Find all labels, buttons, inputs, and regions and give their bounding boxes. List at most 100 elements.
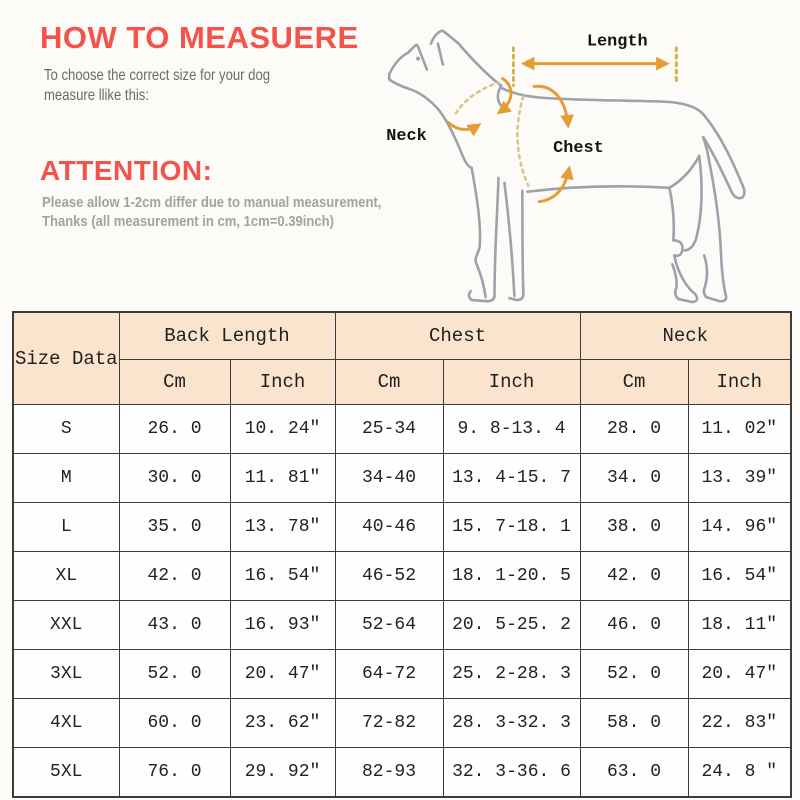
table-row: 3XL 52. 0 20. 47″ 64-72 25. 2-28. 3 52. 0 20. … bbox=[12, 649, 792, 699]
table-cell: 28. 0 bbox=[579, 404, 689, 454]
table-cell: 30. 0 bbox=[118, 453, 231, 503]
unit-header-chest-cm: Cm bbox=[334, 359, 444, 405]
attention-note-line1: Please allow 1-2cm differ due to manual … bbox=[42, 194, 382, 212]
table-cell: 58. 0 bbox=[579, 698, 689, 748]
subtitle-line2: measure llike this: bbox=[44, 86, 149, 104]
table-cell: 52. 0 bbox=[579, 649, 689, 699]
measurement-marks bbox=[446, 46, 678, 204]
table-cell: 46-52 bbox=[334, 551, 444, 601]
size-table-body: S 26. 0 10. 24″ 25-34 9. 8-13. 4 28. 0 11. 02″… bbox=[12, 404, 792, 798]
table-row: M 30. 0 11. 81″ 34-40 13. 4-15. 7 34. 0 13. 39… bbox=[12, 453, 792, 503]
table-header: Size Data Back Length Chest Neck Cm Inch… bbox=[12, 311, 792, 405]
table-cell: 16. 54″ bbox=[687, 551, 792, 601]
subtitle: To choose the correct size for your dog m… bbox=[44, 66, 336, 105]
corner-label: Size Data bbox=[14, 347, 118, 370]
diagram-labels: Length Neck Chest bbox=[386, 33, 647, 158]
table-group-header-row: Size Data Back Length Chest Neck bbox=[12, 311, 792, 405]
table-cell: 22. 83″ bbox=[687, 698, 792, 748]
col-group-neck: Neck bbox=[579, 311, 792, 360]
table-cell: 16. 54″ bbox=[229, 551, 336, 601]
table-cell: 20. 5-25. 2 bbox=[442, 600, 581, 650]
attention-note: Please allow 1-2cm differ due to manual … bbox=[42, 194, 381, 232]
table-cell: 10. 24″ bbox=[229, 404, 336, 454]
table-cell: 35. 0 bbox=[118, 502, 231, 552]
table-cell: 25-34 bbox=[334, 404, 444, 454]
table-cell: 13. 4-15. 7 bbox=[442, 453, 581, 503]
unit-header-back-length-inch: Inch bbox=[229, 359, 336, 405]
neck-dash-line bbox=[454, 81, 500, 115]
chest-label: Chest bbox=[553, 139, 604, 158]
table-cell: 34. 0 bbox=[579, 453, 689, 503]
page-title: HOW TO MEASUERE bbox=[40, 20, 359, 55]
size-label: S bbox=[12, 404, 120, 454]
size-label: XL bbox=[12, 551, 120, 601]
chest-arrow-bottom bbox=[537, 165, 574, 204]
neck-label: Neck bbox=[386, 127, 427, 146]
table-cell: 32. 3-36. 6 bbox=[442, 747, 581, 798]
table-cell: 63. 0 bbox=[579, 747, 689, 798]
table-cell: 18. 1-20. 5 bbox=[442, 551, 581, 601]
col-group-back-length: Back Length bbox=[118, 311, 336, 360]
table-cell: 11. 81″ bbox=[229, 453, 336, 503]
table-cell: 42. 0 bbox=[579, 551, 689, 601]
table-cell: 11. 02″ bbox=[687, 404, 792, 454]
table-cell: 43. 0 bbox=[118, 600, 231, 650]
table-cell: 14. 96″ bbox=[687, 502, 792, 552]
subtitle-line1: To choose the correct size for your dog bbox=[44, 67, 271, 84]
table-cell: 72-82 bbox=[334, 698, 444, 748]
table-cell: 52. 0 bbox=[118, 649, 231, 699]
table-cell: 20. 47″ bbox=[229, 649, 336, 699]
size-label: M bbox=[12, 453, 120, 503]
table-row: XL 42. 0 16. 54″ 46-52 18. 1-20. 5 42. 0 16. 5… bbox=[12, 551, 792, 601]
withers-arrow bbox=[496, 77, 513, 115]
table-row: S 26. 0 10. 24″ 25-34 9. 8-13. 4 28. 0 11. 02″ bbox=[12, 404, 792, 454]
attention-note-line2: Thanks (all measurement in cm, 1cm=0.39i… bbox=[42, 212, 334, 230]
table-cell: 15. 7-18. 1 bbox=[442, 502, 581, 552]
table-cell: 60. 0 bbox=[118, 698, 231, 748]
table-cell: 13. 39″ bbox=[687, 453, 792, 503]
unit-header-neck-cm: Cm bbox=[579, 359, 689, 405]
chest-dash-line bbox=[516, 95, 530, 188]
size-label: 5XL bbox=[12, 747, 120, 798]
length-label: Length bbox=[587, 33, 648, 52]
table-cell: 40-46 bbox=[334, 502, 444, 552]
table-row: L 35. 0 13. 78″ 40-46 15. 7-18. 1 38. 0 14. 96… bbox=[12, 502, 792, 552]
table-row: 4XL 60. 0 23. 62″ 72-82 28. 3-32. 3 58. 0 22. … bbox=[12, 698, 792, 748]
table-row: 5XL 76. 0 29. 92″ 82-93 32. 3-36. 6 63. 0 24. … bbox=[12, 747, 792, 798]
table-cell: 46. 0 bbox=[579, 600, 689, 650]
table-cell: 20. 47″ bbox=[687, 649, 792, 699]
table-cell: 34-40 bbox=[334, 453, 444, 503]
table-cell: 29. 92″ bbox=[229, 747, 336, 798]
intro-block: HOW TO MEASUERE To choose the correct si… bbox=[40, 20, 400, 232]
neck-arrow bbox=[446, 120, 482, 137]
size-label: 3XL bbox=[12, 649, 120, 699]
dog-measurement-diagram: Length Neck Chest bbox=[386, 29, 746, 304]
table-cell: 23. 62″ bbox=[229, 698, 336, 748]
table-cell: 13. 78″ bbox=[229, 502, 336, 552]
table-cell: 25. 2-28. 3 bbox=[442, 649, 581, 699]
table-cell: 76. 0 bbox=[118, 747, 231, 798]
unit-header-back-length-cm: Cm bbox=[118, 359, 231, 405]
dog-outline bbox=[387, 29, 746, 304]
size-chart-table: Size Data Back Length Chest Neck Cm Inch… bbox=[12, 311, 792, 798]
table-cell: 42. 0 bbox=[118, 551, 231, 601]
table-cell: 38. 0 bbox=[579, 502, 689, 552]
table-cell: 24. 8 ″ bbox=[687, 747, 792, 798]
table-unit-header-row: Cm Inch Cm Inch Cm Inch bbox=[13, 359, 792, 405]
unit-header-chest-inch: Inch bbox=[442, 359, 581, 405]
size-label: L bbox=[12, 502, 120, 552]
col-group-chest: Chest bbox=[334, 311, 581, 360]
table-cell: 28. 3-32. 3 bbox=[442, 698, 581, 748]
table-cell: 82-93 bbox=[334, 747, 444, 798]
table-row: XXL 43. 0 16. 93″ 52-64 20. 5-25. 2 46. 0 18. … bbox=[12, 600, 792, 650]
table-cell: 9. 8-13. 4 bbox=[442, 404, 581, 454]
size-data-corner-cell: Size Data bbox=[12, 311, 120, 405]
table-cell: 16. 93″ bbox=[229, 600, 336, 650]
attention-title: ATTENTION: bbox=[40, 155, 213, 187]
table-cell: 64-72 bbox=[334, 649, 444, 699]
size-label: 4XL bbox=[12, 698, 120, 748]
size-label: XXL bbox=[12, 600, 120, 650]
unit-header-neck-inch: Inch bbox=[687, 359, 792, 405]
chest-arrow-top bbox=[532, 84, 574, 129]
